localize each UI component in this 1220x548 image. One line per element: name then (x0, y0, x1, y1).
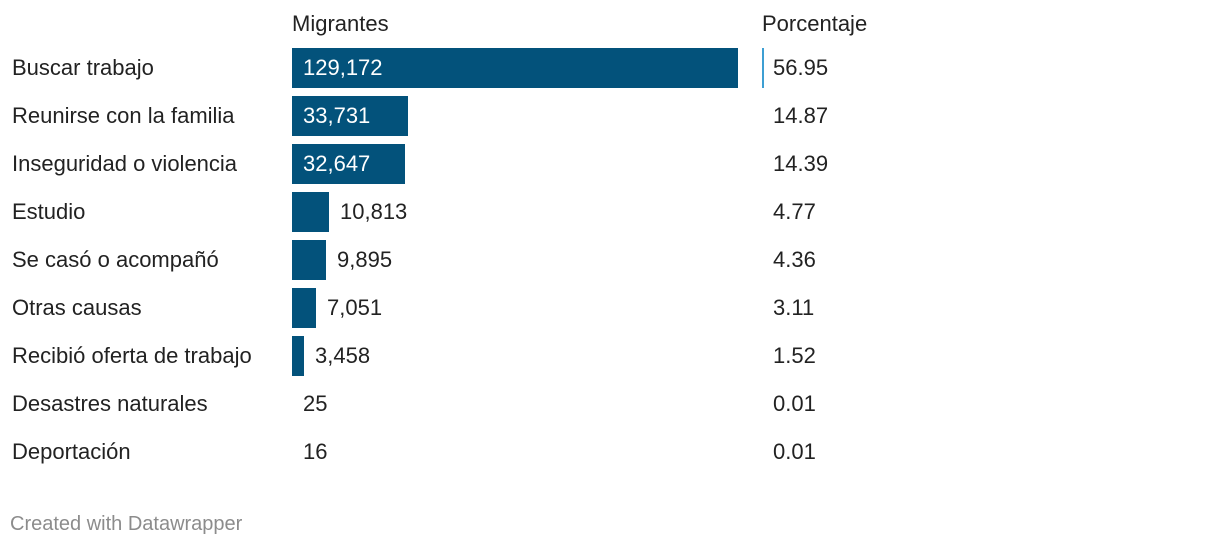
percentage-value: 4.77 (773, 199, 816, 224)
percentage-value: 56.95 (773, 55, 829, 80)
bar-value-label: 9,895 (337, 247, 393, 272)
bar-value-label: 32,647 (303, 151, 371, 176)
table-row: Inseguridad o violencia 32,647 14.39 (0, 140, 1220, 188)
table-row: Otras causas 7,051 3.11 (0, 284, 1220, 332)
category-label: Otras causas (12, 295, 142, 320)
percentage-value: 4.36 (773, 247, 816, 272)
percentage-value: 14.87 (773, 103, 829, 128)
footer-credit: Created with Datawrapper (10, 513, 243, 535)
bar-value-label: 7,051 (327, 295, 383, 320)
percentage-value: 3.11 (773, 295, 815, 320)
table-row: Buscar trabajo 129,172 56.95 (0, 44, 1220, 92)
category-label: Desastres naturales (12, 391, 208, 416)
category-label: Reunirse con la familia (12, 103, 235, 128)
table-row: Se casó o acompañó 9,895 4.36 (0, 236, 1220, 284)
category-label: Deportación (12, 439, 131, 464)
percentage-highlight-marker (762, 48, 764, 88)
bar-value-label: 33,731 (303, 103, 371, 128)
bar (292, 192, 329, 232)
bar (292, 288, 316, 328)
bar-value-label: 16 (303, 439, 328, 464)
bar-value-label: 10,813 (340, 199, 408, 224)
bar-value-label: 25 (303, 391, 328, 416)
bar (292, 48, 738, 88)
category-label: Buscar trabajo (12, 55, 154, 80)
table-row: Desastres naturales 25 0.01 (0, 380, 1220, 428)
table-row: Estudio 10,813 4.77 (0, 188, 1220, 236)
bar (292, 144, 405, 184)
category-label: Estudio (12, 199, 86, 224)
percentage-value: 1.52 (773, 343, 816, 368)
table-row: Reunirse con la familia 33,731 14.87 (0, 92, 1220, 140)
column-header-porcentaje: Porcentaje (762, 11, 868, 36)
bar (292, 240, 326, 280)
percentage-value: 14.39 (773, 151, 829, 176)
bar (292, 336, 304, 376)
category-label: Recibió oferta de trabajo (12, 343, 252, 368)
bar-value-label: 3,458 (315, 343, 371, 368)
column-header-migrantes: Migrantes (292, 11, 389, 36)
table-row: Deportación 16 0.01 (0, 428, 1220, 476)
bar (292, 96, 408, 136)
percentage-value: 0.01 (773, 439, 816, 464)
category-label: Inseguridad o violencia (12, 151, 238, 176)
percentage-value: 0.01 (773, 391, 816, 416)
category-label: Se casó o acompañó (12, 247, 219, 272)
bar-chart: Buscar trabajo 129,172 56.95 Reunirse con l… (0, 44, 1220, 476)
table-row: Recibió oferta de trabajo 3,458 1.52 (0, 332, 1220, 380)
bar-value-label: 129,172 (303, 55, 383, 80)
